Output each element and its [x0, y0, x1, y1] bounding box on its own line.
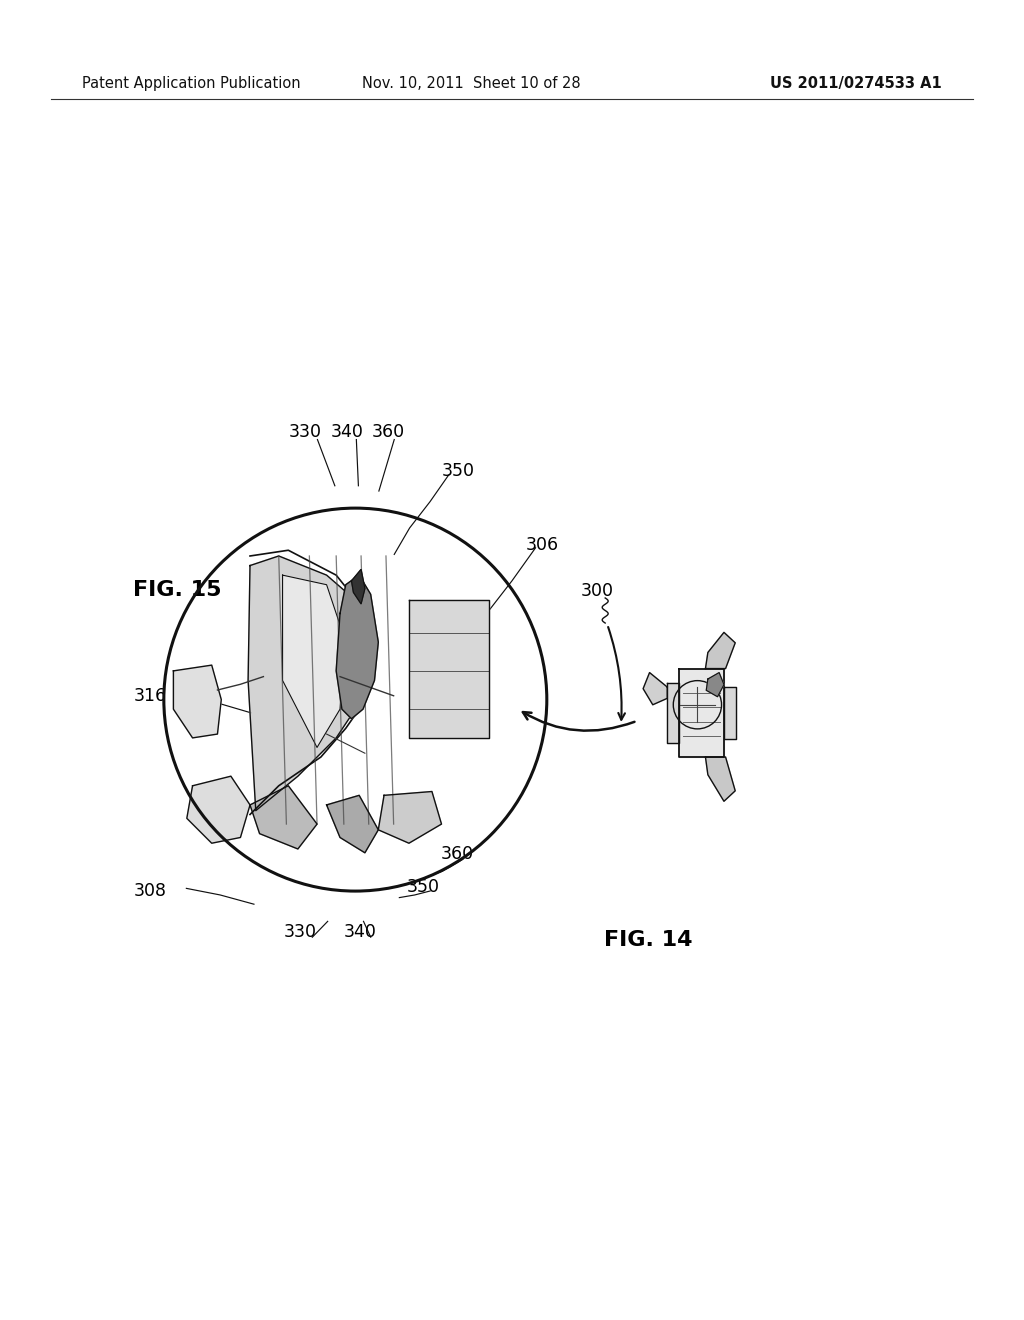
- Text: 350: 350: [441, 462, 474, 480]
- Text: 316: 316: [134, 686, 167, 705]
- Text: 360: 360: [441, 845, 474, 863]
- Text: US 2011/0274533 A1: US 2011/0274533 A1: [770, 77, 942, 91]
- Polygon shape: [336, 576, 378, 719]
- Text: 300: 300: [581, 582, 613, 601]
- Polygon shape: [378, 792, 441, 843]
- Polygon shape: [250, 785, 317, 849]
- Polygon shape: [706, 632, 735, 668]
- Text: FIG. 15: FIG. 15: [133, 579, 221, 601]
- Text: Nov. 10, 2011  Sheet 10 of 28: Nov. 10, 2011 Sheet 10 of 28: [361, 77, 581, 91]
- Polygon shape: [724, 686, 735, 739]
- Text: 340: 340: [331, 422, 364, 441]
- Polygon shape: [351, 569, 365, 603]
- Polygon shape: [409, 601, 489, 738]
- Text: 306: 306: [526, 536, 559, 554]
- Polygon shape: [643, 673, 668, 705]
- Polygon shape: [679, 668, 724, 758]
- Text: FIG. 14: FIG. 14: [604, 929, 692, 950]
- Text: 350: 350: [407, 878, 439, 896]
- Polygon shape: [248, 556, 361, 810]
- Polygon shape: [707, 673, 724, 697]
- Text: 340: 340: [344, 923, 377, 941]
- Text: 330: 330: [284, 923, 316, 941]
- Text: 360: 360: [372, 422, 404, 441]
- Text: 330: 330: [289, 422, 322, 441]
- Polygon shape: [327, 796, 378, 853]
- Polygon shape: [283, 576, 346, 747]
- Polygon shape: [668, 682, 679, 743]
- Text: 308: 308: [134, 882, 167, 900]
- Text: Patent Application Publication: Patent Application Publication: [82, 77, 301, 91]
- Polygon shape: [706, 758, 735, 801]
- Polygon shape: [186, 776, 250, 843]
- Polygon shape: [173, 665, 221, 738]
